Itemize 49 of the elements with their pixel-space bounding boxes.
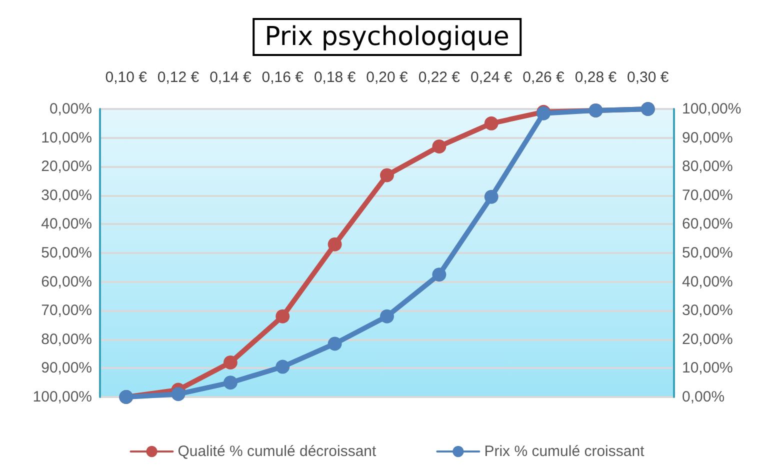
- point: [484, 190, 498, 204]
- y-tick-label: 10,00%: [41, 129, 92, 146]
- point: [432, 139, 446, 154]
- y2-tick-label: 40,00%: [682, 273, 733, 290]
- x-tick-label: 0,12 €: [157, 69, 200, 86]
- x-tick-label: 0,28 €: [574, 69, 618, 86]
- legend-label: Prix % cumulé croissant: [484, 443, 646, 460]
- y2-tick-label: 0,00%: [682, 388, 725, 406]
- point: [276, 360, 290, 374]
- legend-label: Qualité % cumulé décroissant: [178, 443, 378, 460]
- y-tick-label: 80,00%: [41, 330, 92, 348]
- x-tick-label: 0,24 €: [470, 69, 513, 86]
- x-tick-label: 0,22 €: [418, 69, 461, 86]
- point: [484, 116, 498, 130]
- x-tick-label: 0,14 €: [210, 69, 252, 86]
- y2-tick-label: 50,00%: [682, 244, 733, 262]
- y-tick-label: 20,00%: [41, 158, 92, 176]
- point: [223, 376, 238, 390]
- y2-tick-label: 60,00%: [682, 216, 733, 233]
- point: [380, 309, 394, 324]
- x-tick-label: 0,20 €: [366, 69, 408, 86]
- point: [328, 336, 342, 351]
- y-tick-label: 90,00%: [41, 360, 92, 377]
- x-tick-label: 0,30 €: [627, 69, 670, 86]
- x-tick-label: 0,18 €: [314, 69, 356, 86]
- y-tick-label: 40,00%: [41, 216, 92, 233]
- x-tick-label: 0,10 €: [105, 69, 148, 86]
- x-tick-label: 0,16 €: [262, 69, 304, 86]
- y2-tick-label: 70,00%: [682, 186, 733, 204]
- x-tick-label: 0,26 €: [522, 69, 566, 86]
- y-tick-label: 70,00%: [41, 302, 92, 320]
- y-tick-label: 0,00%: [49, 100, 92, 118]
- y2-tick-label: 80,00%: [682, 158, 733, 176]
- y-tick-label: 50,00%: [41, 244, 92, 262]
- y2-tick-label: 30,00%: [682, 302, 733, 320]
- y2-tick-label: 20,00%: [682, 330, 733, 348]
- point: [171, 387, 186, 402]
- y-tick-label: 30,00%: [41, 186, 92, 204]
- y2-tick-label: 90,00%: [682, 129, 733, 146]
- point: [380, 168, 394, 182]
- y-tick-label: 100,00%: [32, 388, 92, 406]
- point: [223, 355, 238, 370]
- point: [328, 237, 342, 252]
- chart-title: Prix psychologique: [252, 18, 522, 56]
- point: [432, 268, 446, 282]
- y2-tick-label: 10,00%: [682, 360, 733, 377]
- y2-tick-label: 100,00%: [682, 100, 742, 118]
- y-tick-label: 60,00%: [41, 273, 92, 290]
- point: [276, 309, 290, 324]
